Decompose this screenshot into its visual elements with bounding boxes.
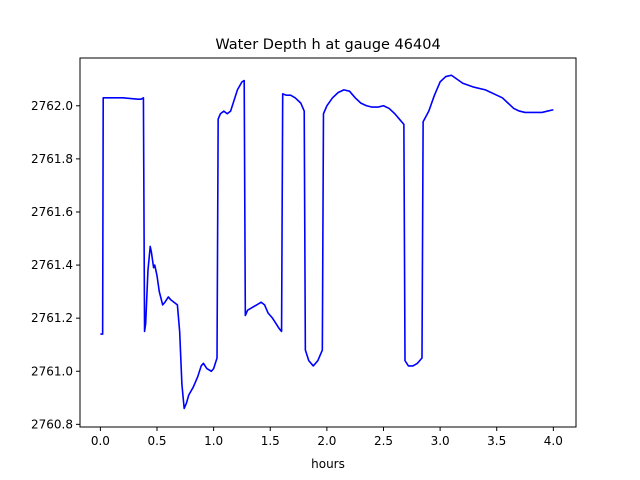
x-tick-label: 0.0 [91, 434, 110, 448]
plot-frame [79, 57, 577, 428]
x-axis-label: hours [311, 457, 345, 471]
x-tick-label: 2.5 [374, 434, 393, 448]
y-tick-label: 2761.2 [31, 311, 73, 325]
x-tick-label: 2.0 [317, 434, 336, 448]
axis-ticks: 0.0 0.5 1.0 1.5 2.0 2.5 3.0 3.5 4.0 2760.8 2761.0 2… [31, 99, 563, 448]
series-line-0 [100, 74, 554, 410]
x-tick-label: 0.5 [147, 434, 166, 448]
y-tick-label: 2761.0 [31, 364, 73, 378]
x-tick-label: 3.0 [431, 434, 450, 448]
y-tick-label: 2761.6 [31, 205, 73, 219]
x-tick-label: 3.5 [487, 434, 506, 448]
x-tick-label: 1.0 [204, 434, 223, 448]
y-tick-label: 2760.8 [31, 417, 73, 431]
x-tick-label: 4.0 [544, 434, 563, 448]
y-tick-label: 2761.4 [31, 258, 73, 272]
y-tick-label: 2761.8 [31, 152, 73, 166]
x-tick-label: 1.5 [261, 434, 280, 448]
y-tick-label: 2762.0 [31, 99, 73, 113]
plot-area [100, 74, 554, 410]
chart-title: Water Depth h at gauge 46404 [215, 37, 440, 53]
